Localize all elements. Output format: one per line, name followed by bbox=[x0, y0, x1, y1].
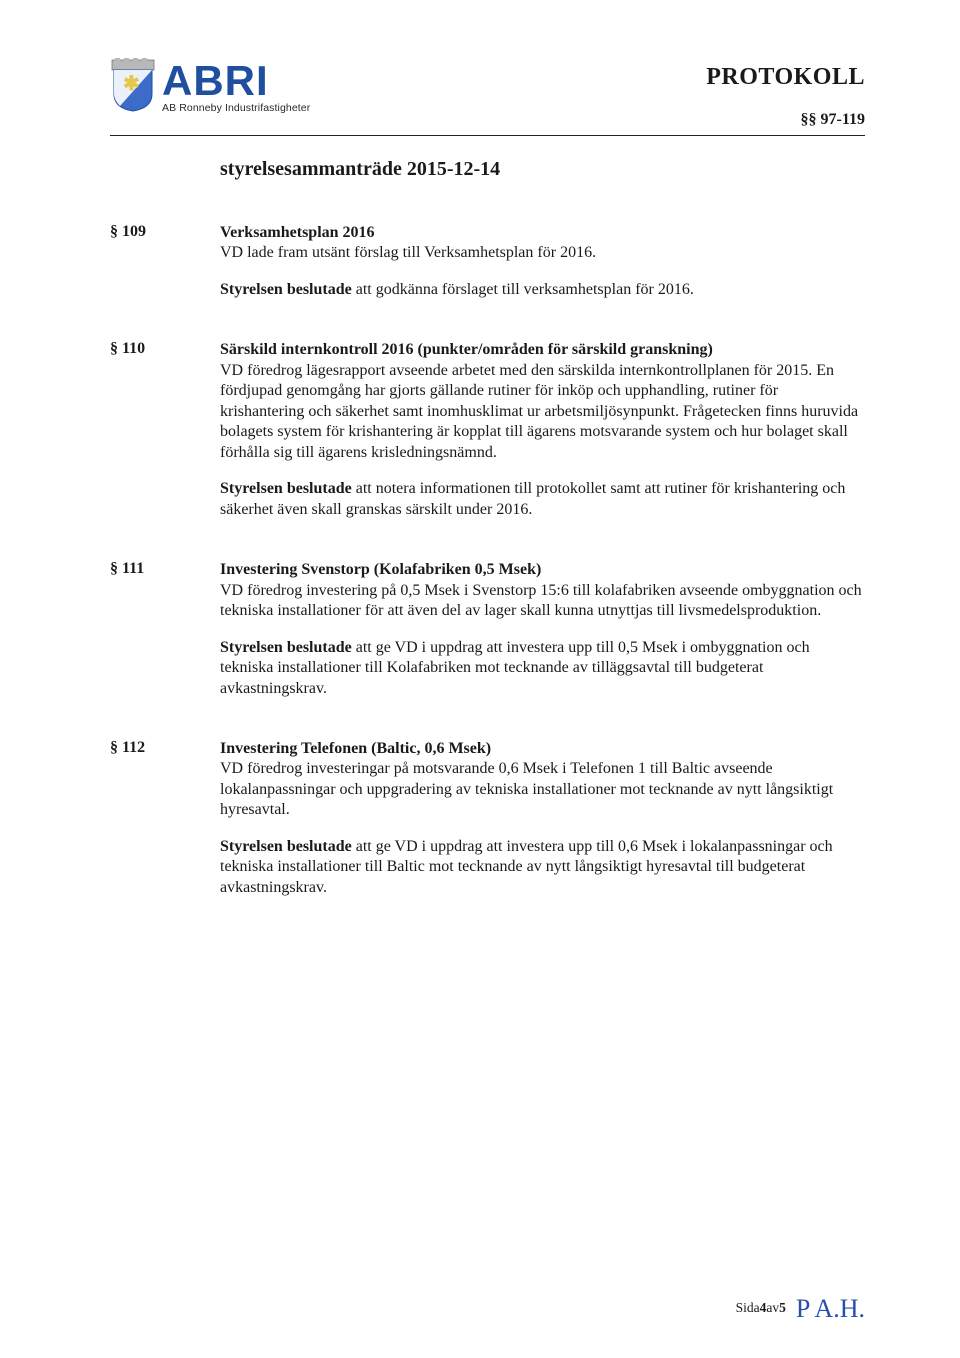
section-111: § 111 Investering Svenstorp (Kolafabrike… bbox=[110, 560, 865, 699]
section-decision: Styrelsen beslutade att notera informati… bbox=[220, 479, 865, 520]
section-body: Investering Telefonen (Baltic, 0,6 Msek)… bbox=[220, 739, 865, 898]
section-text: VD föredrog lägesrapport avseende arbete… bbox=[220, 362, 858, 461]
section-paragraph: Särskild internkontroll 2016 (punkter/om… bbox=[220, 340, 865, 463]
section-paragraph: Investering Telefonen (Baltic, 0,6 Msek)… bbox=[220, 739, 865, 821]
decision-lead: Styrelsen beslutade bbox=[220, 639, 352, 656]
section-body: Särskild internkontroll 2016 (punkter/om… bbox=[220, 340, 865, 520]
section-heading: Investering Svenstorp (Kolafabriken 0,5 … bbox=[220, 561, 541, 578]
logo-text: ABRI AB Ronneby Industrifastigheter bbox=[162, 62, 310, 114]
section-109: § 109 Verksamhetsplan 2016 VD lade fram … bbox=[110, 223, 865, 300]
logo-word: ABRI bbox=[162, 62, 310, 100]
logo-subtitle: AB Ronneby Industrifastigheter bbox=[162, 102, 310, 114]
section-decision: Styrelsen beslutade att ge VD i uppdrag … bbox=[220, 638, 865, 699]
page-footer: Sida 4 av 5 P A.H. bbox=[736, 1295, 865, 1316]
meeting-title: styrelsesammanträde 2015-12-14 bbox=[220, 158, 865, 181]
section-range: §§ 97-119 bbox=[706, 111, 865, 129]
section-label: § 112 bbox=[110, 739, 220, 898]
section-text: VD lade fram utsänt förslag till Verksam… bbox=[220, 244, 596, 261]
section-label: § 109 bbox=[110, 223, 220, 300]
logo-block: ✱ ABRI AB Ronneby Industrifastigheter bbox=[110, 58, 310, 114]
section-heading: Särskild internkontroll 2016 (punkter/om… bbox=[220, 341, 713, 358]
page-label-pre: Sida bbox=[736, 1300, 760, 1316]
doc-title: PROTOKOLL bbox=[706, 64, 865, 91]
header-row: ✱ ABRI AB Ronneby Industrifastigheter PR… bbox=[110, 58, 865, 129]
shield-logo-icon: ✱ bbox=[110, 58, 156, 112]
section-112: § 112 Investering Telefonen (Baltic, 0,6… bbox=[110, 739, 865, 898]
decision-lead: Styrelsen beslutade bbox=[220, 281, 352, 298]
section-decision: Styrelsen beslutade att ge VD i uppdrag … bbox=[220, 837, 865, 898]
section-heading: Verksamhetsplan 2016 bbox=[220, 224, 375, 241]
page: ✱ ABRI AB Ronneby Industrifastigheter PR… bbox=[0, 0, 960, 1358]
page-current: 4 bbox=[760, 1300, 767, 1316]
section-text: VD föredrog investering på 0,5 Msek i Sv… bbox=[220, 582, 862, 619]
section-decision: Styrelsen beslutade att godkänna förslag… bbox=[220, 280, 865, 300]
signature-initials: P A.H. bbox=[796, 1299, 865, 1320]
header-right: PROTOKOLL §§ 97-119 bbox=[706, 64, 865, 129]
decision-lead: Styrelsen beslutade bbox=[220, 838, 352, 855]
section-body: Verksamhetsplan 2016 VD lade fram utsänt… bbox=[220, 223, 865, 300]
section-text: VD föredrog investeringar på motsvarande… bbox=[220, 760, 833, 818]
section-paragraph: Verksamhetsplan 2016 VD lade fram utsänt… bbox=[220, 223, 865, 264]
svg-text:✱: ✱ bbox=[123, 73, 140, 95]
section-paragraph: Investering Svenstorp (Kolafabriken 0,5 … bbox=[220, 560, 865, 621]
decision-rest: att godkänna förslaget till verksamhetsp… bbox=[352, 281, 694, 298]
section-heading: Investering Telefonen (Baltic, 0,6 Msek) bbox=[220, 740, 491, 757]
page-label-mid: av bbox=[766, 1300, 779, 1316]
section-body: Investering Svenstorp (Kolafabriken 0,5 … bbox=[220, 560, 865, 699]
section-label: § 110 bbox=[110, 340, 220, 520]
decision-lead: Styrelsen beslutade bbox=[220, 480, 352, 497]
page-total: 5 bbox=[779, 1300, 786, 1316]
section-label: § 111 bbox=[110, 560, 220, 699]
header-rule bbox=[110, 135, 865, 136]
section-110: § 110 Särskild internkontroll 2016 (punk… bbox=[110, 340, 865, 520]
